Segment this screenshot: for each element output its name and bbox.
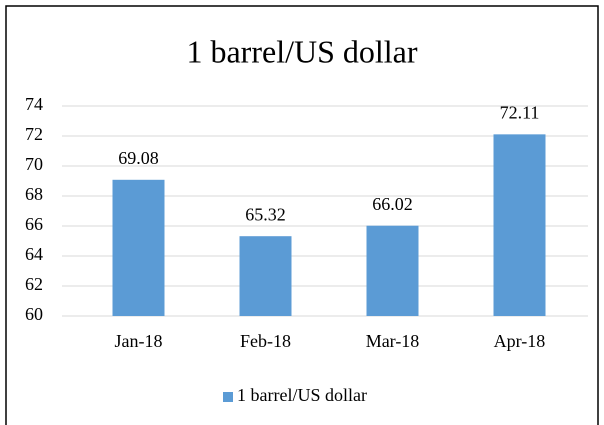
y-tick-label: 74 bbox=[25, 94, 43, 114]
y-tick-label: 72 bbox=[25, 124, 43, 144]
data-label: 69.08 bbox=[118, 148, 159, 168]
data-label: 72.11 bbox=[500, 102, 540, 122]
bar bbox=[239, 236, 292, 316]
data-label: 66.02 bbox=[372, 194, 413, 214]
y-tick-label: 66 bbox=[25, 214, 43, 234]
y-tick-label: 70 bbox=[25, 154, 43, 174]
y-tick-label: 60 bbox=[25, 304, 43, 324]
y-tick-label: 68 bbox=[25, 184, 43, 204]
chart-title: 1 barrel/US dollar bbox=[186, 33, 417, 69]
y-tick-label: 62 bbox=[25, 274, 43, 294]
bar bbox=[493, 134, 546, 316]
legend-swatch bbox=[223, 392, 233, 402]
x-tick-label: Jan-18 bbox=[115, 331, 163, 351]
y-tick-label: 64 bbox=[25, 244, 43, 264]
data-label: 65.32 bbox=[245, 204, 286, 224]
bar bbox=[112, 179, 165, 316]
x-tick-label: Mar-18 bbox=[366, 331, 420, 351]
legend-label: 1 barrel/US dollar bbox=[237, 385, 367, 405]
x-tick-label: Feb-18 bbox=[240, 331, 291, 351]
bar bbox=[366, 225, 419, 316]
x-tick-label: Apr-18 bbox=[494, 331, 546, 351]
chart-border bbox=[5, 5, 599, 425]
